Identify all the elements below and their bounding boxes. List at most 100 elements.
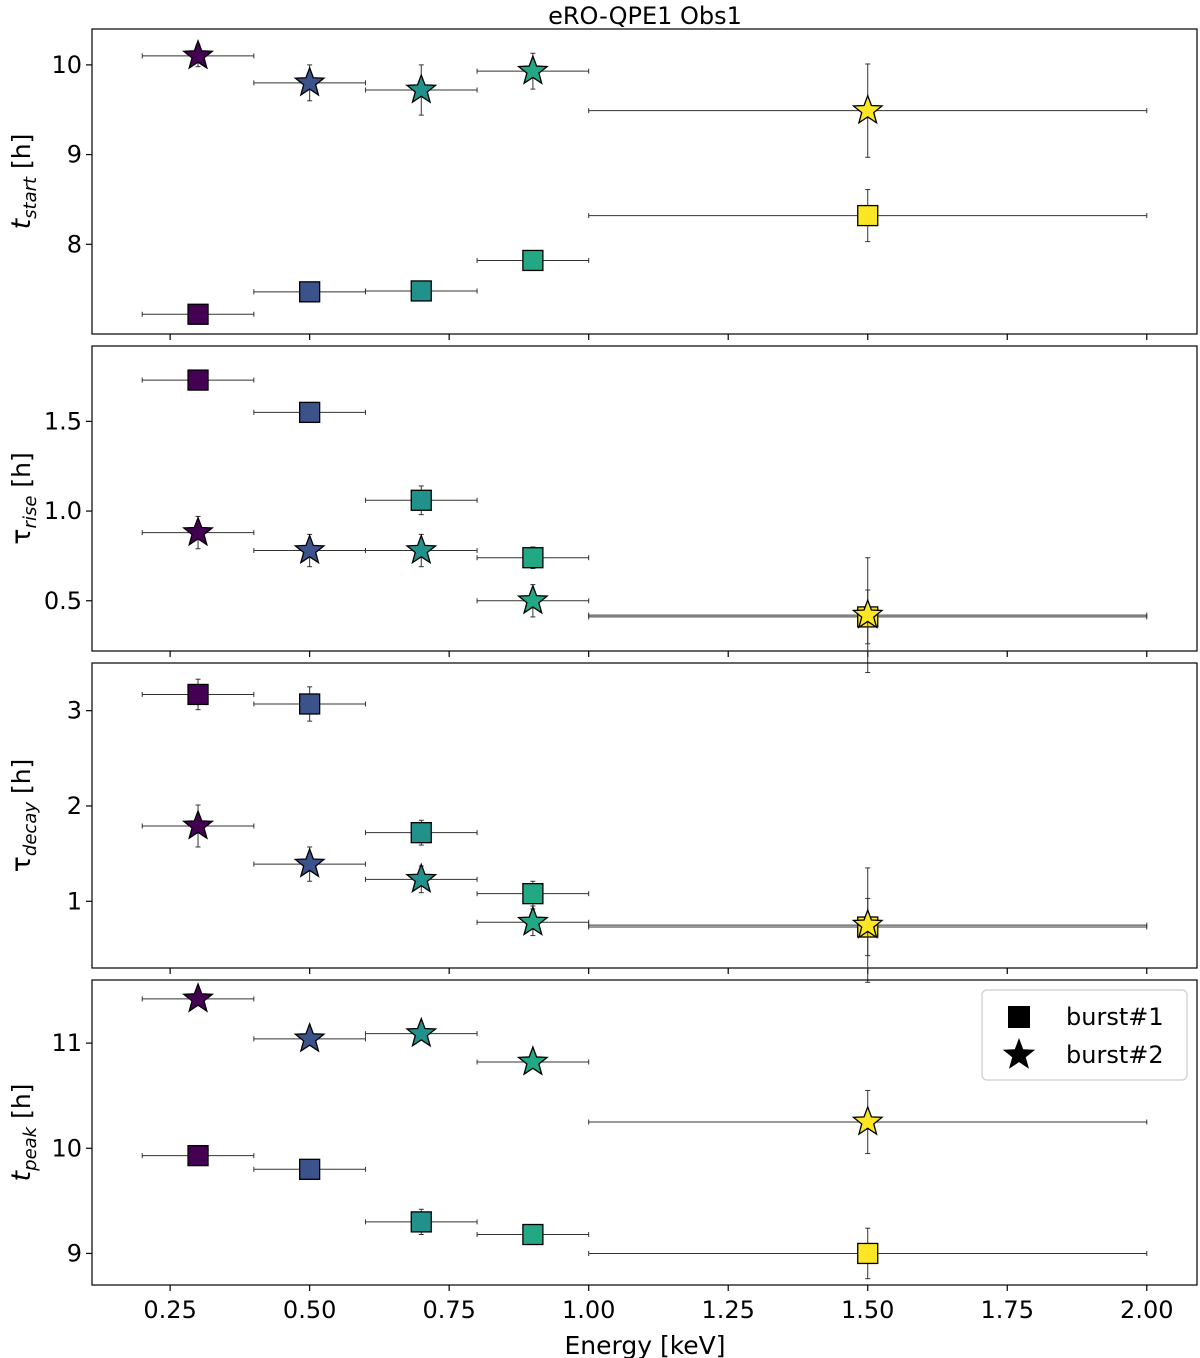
square-marker	[410, 822, 432, 844]
legend-square-marker	[1008, 1006, 1030, 1028]
square-marker	[299, 401, 321, 424]
star-marker	[516, 54, 549, 85]
star-marker	[405, 73, 438, 104]
panel-3: 1 2 3 τdecay [h]	[6, 662, 1198, 983]
x-tick-label: 0.75	[422, 1296, 475, 1324]
x-tick-label: 1.00	[562, 1296, 615, 1324]
y-axis-label: tpeak [h]	[6, 1084, 41, 1182]
y-axis-label-subscript: rise	[20, 496, 41, 529]
star-marker	[182, 515, 215, 547]
y-axis-label-unit: [h]	[7, 452, 36, 495]
star-marker	[293, 1022, 326, 1053]
y-axis-label-symbol: τ	[6, 528, 37, 544]
y-axis-label: tstart [h]	[6, 134, 41, 230]
series-burst-1	[141, 369, 1148, 645]
square-marker	[187, 369, 209, 391]
y-axis-label-unit: [h]	[7, 759, 36, 802]
x-tick-label: 0.25	[143, 1296, 196, 1324]
legend-star-marker	[1002, 1038, 1036, 1069]
star-marker	[516, 905, 549, 936]
x-tick-label: 1.25	[701, 1296, 754, 1324]
y-tick-label: 8	[67, 230, 82, 258]
square-marker	[522, 249, 544, 272]
square-marker	[410, 280, 432, 302]
star-marker	[182, 809, 215, 840]
square-marker	[299, 693, 321, 715]
x-tick-label: 1.75	[981, 1296, 1034, 1324]
star-marker	[293, 65, 326, 97]
y-tick-label: 10	[51, 51, 82, 79]
y-tick-label: 0.5	[44, 587, 82, 615]
y-tick-label: 2	[67, 792, 82, 820]
square-marker	[522, 547, 544, 569]
chart-title: eRO-QPE1 Obs1	[548, 2, 742, 30]
x-tick-label: 2.00	[1120, 1296, 1173, 1324]
star-marker	[851, 1105, 884, 1136]
square-marker	[299, 1158, 321, 1180]
y-axis-label: τrise [h]	[6, 452, 41, 544]
legend: burst#1 burst#2	[981, 989, 1188, 1081]
y-tick-label: 11	[51, 1029, 82, 1057]
panel-1: 8 9 10 tstart [h]	[6, 28, 1198, 340]
x-tick-label: 0.50	[283, 1296, 336, 1324]
y-tick-label: 1.0	[44, 497, 82, 525]
series-burst-1	[141, 678, 1148, 957]
square-marker	[410, 489, 432, 511]
square-marker	[187, 683, 209, 706]
panel-4: 9 10 11 tpeak [h] 0.25 0.50 0.75 1.00 1.25 1.50 1.…	[6, 979, 1198, 1324]
y-axis-label-subscript: decay	[20, 802, 41, 856]
star-marker	[293, 533, 326, 565]
square-marker	[522, 883, 544, 905]
series-burst-2	[141, 39, 1148, 158]
y-axis-label-unit: [h]	[7, 1084, 36, 1127]
y-tick-label: 3	[67, 697, 82, 725]
y-tick-label: 1	[67, 887, 82, 915]
series-burst-1	[141, 1144, 1148, 1280]
series-burst-2	[141, 982, 1148, 1155]
y-axis-label-unit: [h]	[7, 134, 36, 177]
y-axis-label-subscript: peak	[20, 1125, 41, 1172]
star-marker	[851, 908, 884, 939]
star-marker	[516, 1045, 549, 1076]
plot-frame	[91, 345, 1198, 652]
star-marker	[851, 93, 884, 125]
square-marker	[410, 1211, 432, 1233]
star-marker	[405, 533, 438, 565]
y-tick-label: 9	[67, 1239, 82, 1267]
plot-frame	[91, 979, 1198, 1286]
series-burst-2	[141, 804, 1148, 983]
y-axis-label-symbol: t	[6, 217, 37, 229]
square-marker	[187, 303, 209, 325]
y-axis-label-subscript: start	[20, 176, 41, 219]
star-marker	[293, 847, 326, 878]
star-marker	[182, 982, 215, 1013]
y-axis-label: τdecay [h]	[6, 759, 41, 873]
square-marker	[299, 281, 321, 303]
square-marker	[187, 1144, 209, 1167]
x-axis-label: Energy [keV]	[564, 1331, 725, 1358]
square-marker	[857, 204, 879, 227]
y-tick-label: 1.5	[44, 407, 82, 435]
series-burst-2	[141, 515, 1148, 674]
star-marker	[516, 583, 549, 615]
star-marker	[182, 39, 215, 70]
y-axis-label-symbol: t	[6, 1169, 37, 1181]
x-tick-label: 1.50	[841, 1296, 894, 1324]
star-marker	[851, 598, 884, 629]
series-burst-1	[141, 189, 1148, 325]
square-marker	[857, 1242, 879, 1265]
legend-label: burst#2	[1066, 1041, 1164, 1069]
plot-frame	[91, 28, 1198, 335]
y-tick-label: 9	[67, 141, 82, 169]
square-marker	[522, 1223, 544, 1246]
star-marker	[405, 1016, 438, 1048]
y-axis-label-symbol: τ	[6, 856, 37, 872]
legend-box	[981, 989, 1188, 1081]
y-tick-label: 10	[51, 1134, 82, 1162]
star-marker	[405, 862, 438, 893]
plot-frame	[91, 662, 1198, 969]
legend-label: burst#1	[1066, 1003, 1164, 1031]
